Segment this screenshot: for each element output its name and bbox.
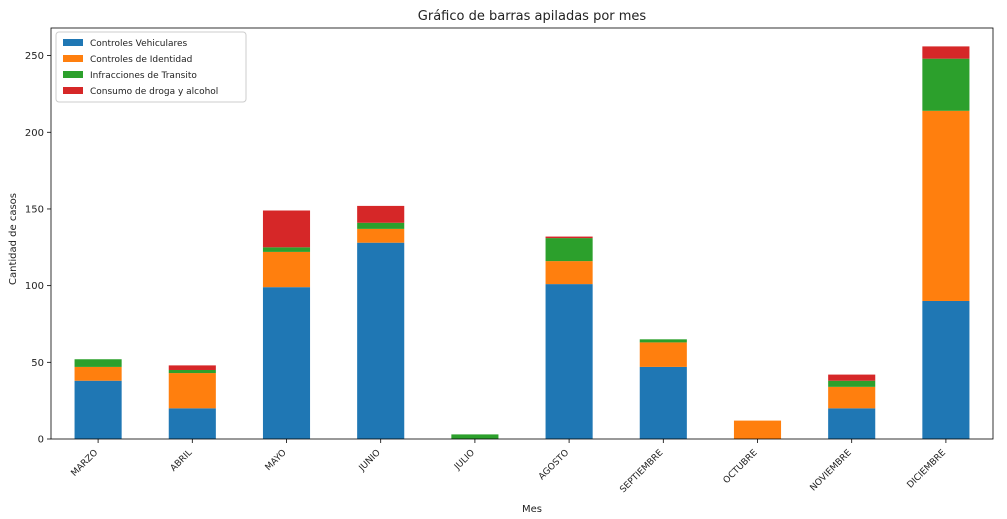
y-tick-label: 200 bbox=[25, 128, 44, 139]
x-tick-label: MARZO bbox=[70, 448, 101, 479]
legend-swatch bbox=[63, 39, 83, 46]
legend-entry: Controles de Identidad bbox=[90, 55, 192, 65]
bar-segment-abril-s1 bbox=[168, 373, 216, 409]
legend-entry: Controles Vehiculares bbox=[90, 39, 188, 49]
y-tick-label: 50 bbox=[31, 358, 44, 369]
bar-segment-junio-s0 bbox=[357, 242, 405, 439]
bar-segment-diciembre-s1 bbox=[922, 110, 970, 301]
bar-segment-mayo-s1 bbox=[262, 251, 311, 288]
bar-segment-diciembre-s2 bbox=[922, 58, 970, 111]
bar-segment-mayo-s3 bbox=[262, 210, 311, 248]
legend-swatch bbox=[63, 71, 83, 78]
x-tick-label: SEPTIEMBRE bbox=[618, 448, 665, 495]
legend-swatch bbox=[63, 87, 83, 94]
bar-segment-septiembre-s2 bbox=[639, 339, 687, 343]
x-tick-label: JULIO bbox=[452, 448, 477, 473]
y-tick-label: 250 bbox=[25, 51, 44, 62]
bar-segment-abril-s2 bbox=[168, 369, 216, 374]
bar-segment-junio-s3 bbox=[357, 205, 405, 223]
x-tick-label: NOVIEMBRE bbox=[809, 448, 855, 494]
bar-segment-marzo-s0 bbox=[74, 380, 122, 439]
legend-box bbox=[55, 31, 247, 103]
bar-segment-diciembre-s0 bbox=[922, 300, 970, 439]
bar-segment-septiembre-s0 bbox=[639, 366, 687, 439]
bar-segment-marzo-s1 bbox=[74, 366, 122, 381]
bar-segment-julio-s2 bbox=[451, 434, 499, 439]
legend-swatch bbox=[63, 55, 83, 62]
y-tick-label: 100 bbox=[25, 281, 44, 292]
x-tick-label: ABRIL bbox=[169, 448, 195, 474]
bar-segment-mayo-s2 bbox=[262, 247, 311, 252]
bar-segment-septiembre-s1 bbox=[639, 342, 687, 367]
y-tick-label: 0 bbox=[38, 435, 44, 446]
bar-segment-agosto-s0 bbox=[545, 284, 593, 439]
bar-segment-marzo-s2 bbox=[74, 359, 122, 367]
x-tick-label: MAYO bbox=[264, 448, 289, 473]
x-axis-label: Mes bbox=[522, 504, 542, 515]
bar-segment-noviembre-s2 bbox=[828, 380, 876, 387]
bar-segment-noviembre-s1 bbox=[828, 386, 876, 409]
bar-segment-noviembre-s3 bbox=[828, 374, 876, 381]
bar-segment-agosto-s1 bbox=[545, 261, 593, 285]
x-tick-label: OCTUBRE bbox=[722, 448, 760, 486]
bar-segment-mayo-s0 bbox=[262, 287, 311, 439]
y-axis-label: Cantidad de casos bbox=[8, 193, 19, 285]
bar-segment-junio-s2 bbox=[357, 222, 405, 229]
bar-segment-octubre-s1 bbox=[733, 420, 782, 439]
x-tick-label: JUNIO bbox=[357, 448, 383, 474]
legend: Controles Vehiculares Controles de Identi… bbox=[55, 31, 247, 103]
chart-title: Gráfico de barras apiladas por mes bbox=[418, 9, 647, 24]
bar-segment-abril-s3 bbox=[168, 365, 216, 370]
x-tick-label: DICIEMBRE bbox=[906, 448, 949, 491]
legend-entry: Consumo de droga y alcohol bbox=[90, 87, 218, 97]
bar-segment-diciembre-s3 bbox=[922, 46, 970, 59]
bar-segment-agosto-s2 bbox=[545, 238, 593, 262]
bar-segment-junio-s1 bbox=[357, 228, 405, 243]
bar-segment-noviembre-s0 bbox=[828, 408, 876, 439]
x-tick-label: AGOSTO bbox=[537, 448, 571, 482]
bar-segment-abril-s0 bbox=[168, 408, 216, 439]
legend-entry: Infracciones de Transito bbox=[90, 71, 197, 81]
y-tick-label: 150 bbox=[25, 204, 44, 215]
bar-segment-agosto-s3 bbox=[545, 236, 593, 239]
axes-frame bbox=[50, 27, 994, 440]
